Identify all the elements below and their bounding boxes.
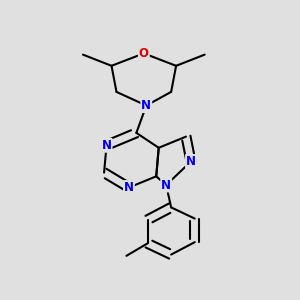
Text: N: N <box>161 178 171 191</box>
Text: N: N <box>102 139 112 152</box>
Text: N: N <box>141 99 151 112</box>
Text: O: O <box>139 47 149 60</box>
Text: N: N <box>124 181 134 194</box>
Text: N: N <box>186 155 196 168</box>
